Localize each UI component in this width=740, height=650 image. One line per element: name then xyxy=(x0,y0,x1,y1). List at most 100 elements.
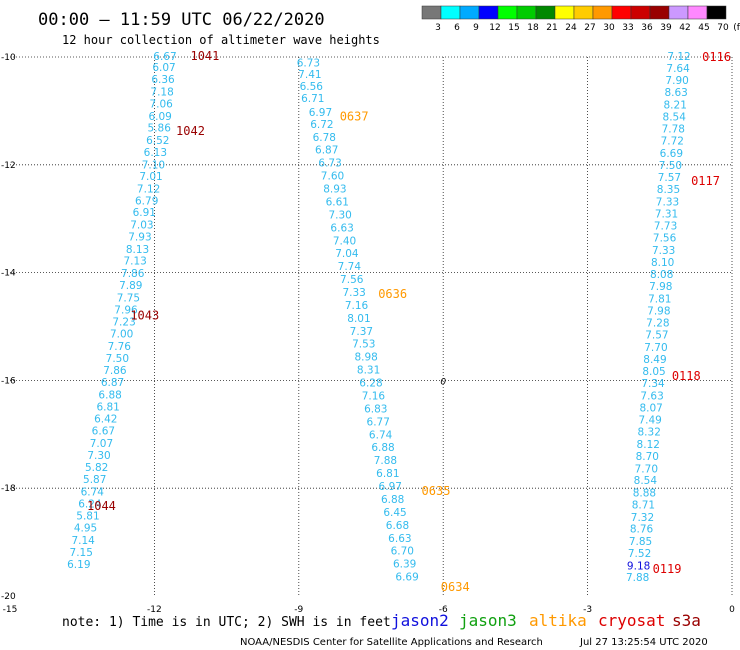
wave-height-value: 6.63 xyxy=(388,533,411,545)
wave-height-value: 6.67 xyxy=(153,51,176,63)
y-tick-label: -18 xyxy=(1,484,16,494)
wave-height-value: 6.67 xyxy=(92,426,115,438)
wave-height-value: 9.18 xyxy=(627,560,650,572)
colorbar-label: 30 xyxy=(603,23,615,33)
colorbar-swatch xyxy=(611,5,632,20)
wave-height-value: 7.33 xyxy=(656,196,679,208)
wave-height-value: 8.54 xyxy=(634,475,658,487)
wave-height-value: 7.76 xyxy=(108,341,132,353)
wave-height-value: 4.95 xyxy=(74,523,97,535)
wave-height-value: 7.37 xyxy=(350,326,373,338)
wave-height-value: 5.81 xyxy=(76,511,99,523)
wave-height-value: 7.89 xyxy=(119,280,142,292)
x-tick-label: -15 xyxy=(3,605,18,615)
plot-grid xyxy=(10,56,733,596)
wave-height-value: 8.76 xyxy=(630,524,654,536)
colorbar-label: 9 xyxy=(473,23,479,33)
pass-labels: 1041 1042 1043 1044 0637 0636 0635 0634 0116 0117… xyxy=(87,49,731,594)
wave-height-value: 7.63 xyxy=(640,390,663,402)
wave-height-value: 6.74 xyxy=(81,486,105,498)
wave-height-value: 7.12 xyxy=(667,51,690,63)
colorbar-swatch xyxy=(421,5,442,20)
wave-height-value: 6.87 xyxy=(101,377,124,389)
wave-height-value: 7.60 xyxy=(321,171,344,183)
wave-height-tracks: 6.676.076.367.187.066.095.866.526.137.10… xyxy=(67,51,691,584)
legend-cryosat: cryosat xyxy=(598,611,665,630)
x-tick-label: -12 xyxy=(147,605,162,615)
wave-height-value: 6.72 xyxy=(310,119,333,131)
wave-height-value: 7.88 xyxy=(374,455,397,467)
wave-height-value: 6.69 xyxy=(395,572,418,584)
wave-height-value: 7.98 xyxy=(647,305,670,317)
pass-label: 0118 xyxy=(672,369,701,383)
colorbar-label: 27 xyxy=(584,23,595,33)
y-tick-label: -12 xyxy=(1,161,16,171)
wave-height-value: 6.88 xyxy=(371,442,394,454)
wave-height-value: 7.30 xyxy=(328,209,351,221)
wave-height-value: 6.63 xyxy=(330,222,353,234)
wave-height-value: 6.71 xyxy=(301,93,324,105)
wave-height-value: 7.28 xyxy=(646,318,669,330)
wave-height-value: 7.96 xyxy=(114,304,138,316)
wave-height-value: 7.86 xyxy=(121,268,145,280)
wave-height-value: 8.93 xyxy=(323,184,346,196)
wave-height-value: 6.79 xyxy=(135,195,158,207)
wave-height-value: 7.03 xyxy=(130,220,153,232)
pass-label: 0116 xyxy=(702,50,731,64)
wave-height-value: 7.13 xyxy=(123,256,146,268)
wave-height-value: 6.19 xyxy=(67,559,90,571)
chart-title: 00:00 – 11:59 UTC 06/22/2020 xyxy=(38,10,325,30)
wave-height-value: 6.61 xyxy=(326,196,349,208)
wave-height-value: 7.07 xyxy=(90,438,113,450)
wave-height-value: 7.64 xyxy=(666,63,690,75)
legend-jason2: jason2 xyxy=(391,611,449,630)
wave-height-value: 5.82 xyxy=(85,462,108,474)
wave-height-value: 6.97 xyxy=(379,481,402,493)
wave-height-value: 7.15 xyxy=(70,547,93,559)
colorbar-label: 6 xyxy=(454,23,460,33)
wave-height-value: 7.88 xyxy=(626,572,649,584)
x-tick-label: -6 xyxy=(439,605,448,615)
colorbar-label: 33 xyxy=(622,23,633,33)
colorbar-swatch xyxy=(573,5,594,20)
x-tick-label: 0 xyxy=(729,605,735,615)
colorbar-swatch xyxy=(440,5,461,20)
wave-height-value: 7.75 xyxy=(117,292,140,304)
wave-height-value: 8.12 xyxy=(637,439,660,451)
wave-height-value: 7.33 xyxy=(652,245,675,257)
wave-height-value: 8.35 xyxy=(657,184,680,196)
axis-ticks: -15 -12 -9 -6 -3 0 -10 -12 -14 -16 -18 -20 0 xyxy=(1,53,735,615)
wave-height-value: 8.07 xyxy=(639,402,662,414)
wave-height-value: 6.24 xyxy=(78,498,102,510)
colorbar-swatch xyxy=(459,5,480,20)
legend-s3a: s3a xyxy=(672,611,701,630)
wave-height-value: 8.63 xyxy=(664,87,687,99)
wave-height-value: 7.30 xyxy=(87,450,110,462)
wave-height-value: 7.72 xyxy=(661,136,684,148)
wave-height-value: 6.97 xyxy=(309,107,332,119)
pass-label: 1043 xyxy=(130,309,159,323)
wave-height-value: 6.81 xyxy=(96,401,119,413)
wave-height-value: 6.52 xyxy=(146,135,169,147)
wave-height-value: 7.34 xyxy=(641,378,665,390)
wave-height-value: 6.78 xyxy=(313,132,336,144)
wave-height-value: 8.08 xyxy=(650,269,673,281)
colorbar-swatch xyxy=(516,5,537,20)
pass-label: 0117 xyxy=(691,174,720,188)
wave-height-value: 7.57 xyxy=(645,330,668,342)
wave-height-value: 7.18 xyxy=(150,86,173,98)
wave-height-value: 7.98 xyxy=(649,281,672,293)
wave-height-value: 7.16 xyxy=(362,390,386,402)
wave-height-value: 6.09 xyxy=(148,111,171,123)
wave-height-value: 6.70 xyxy=(391,546,414,558)
colorbar-swatch xyxy=(497,5,518,20)
generated-timestamp: Jul 27 13:25:54 UTC 2020 xyxy=(579,637,708,648)
wave-height-value: 6.69 xyxy=(660,148,683,160)
colorbar-label: 3 xyxy=(435,23,441,33)
wave-height-value: 7.93 xyxy=(128,231,151,243)
wave-height-value: 7.50 xyxy=(659,160,682,172)
wave-height-value: 8.05 xyxy=(642,366,665,378)
wave-height-value: 6.73 xyxy=(318,158,341,170)
wave-height-value: 6.36 xyxy=(151,74,175,86)
